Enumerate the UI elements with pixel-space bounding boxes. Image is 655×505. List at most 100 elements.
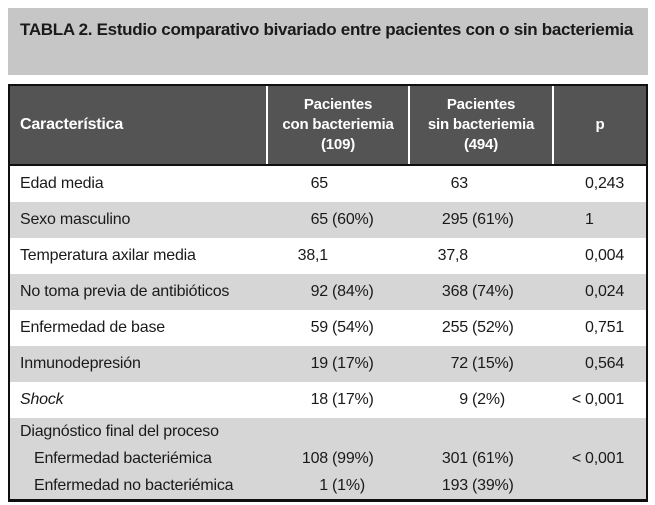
cell-sin-bacteriemia: 63 [408, 166, 552, 202]
cell-caracteristica: Temperatura axilar media [10, 238, 266, 274]
value-con-number: 1 [319, 476, 328, 494]
value-con-percent: (17%) [332, 355, 374, 372]
cell-sin-bacteriemia: 255 (52%) [408, 310, 552, 346]
value-con-number: 38,1 [297, 247, 329, 264]
row-label: Edad media [20, 175, 104, 192]
value-sin-number: 295 [441, 211, 468, 228]
cell-caracteristica: Shock [10, 382, 266, 418]
cell-con-bacteriemia [266, 418, 408, 445]
value-sin-number: 72 [450, 355, 469, 372]
row-label: Sexo masculino [20, 211, 131, 228]
p-prefix: < [571, 391, 581, 408]
cell-con-bacteriemia: 19 (17%) [266, 346, 408, 382]
cell-sin-bacteriemia: 368 (74%) [408, 274, 552, 310]
cell-con-bacteriemia: 65 [266, 166, 408, 202]
table-header-row: Característica Pacientes con bacteriemia… [10, 86, 646, 166]
value-con-number: 65 [310, 175, 329, 192]
table-row: Shock 18 (17%) 9 (2%) <0,001 [10, 382, 646, 418]
cell-p: <0,001 [552, 445, 646, 472]
column-header-con-bacteriemia: Pacientes con bacteriemia (109) [266, 86, 408, 164]
value-sin-percent: (52%) [472, 319, 514, 336]
table-title: TABLA 2. Estudio comparativo bivariado e… [8, 8, 648, 75]
cell-caracteristica: Inmunodepresión [10, 346, 266, 382]
value-sin-number: 301 [441, 449, 468, 467]
row-label: Enfermedad bacteriémica [34, 449, 212, 467]
cell-sin-bacteriemia: 301 (61%) [408, 445, 552, 472]
cell-sin-bacteriemia: 9 (2%) [408, 382, 552, 418]
cell-con-bacteriemia: 1 (1%) [266, 472, 408, 499]
cell-con-bacteriemia: 38,1 [266, 238, 408, 274]
cell-caracteristica: Enfermedad de base [10, 310, 266, 346]
table-row: Edad media 65 63 0,243 [10, 166, 646, 202]
table-row: Enfermedad no bacteriémica 1 (1%) 193 (39%… [10, 472, 646, 499]
cell-p: 0,751 [552, 310, 646, 346]
value-sin-percent: (74%) [472, 283, 514, 300]
cell-p [552, 472, 646, 499]
p-value: 0,024 [585, 283, 625, 300]
row-label: Diagnóstico final del proceso [20, 422, 219, 440]
value-con-number: 108 [301, 449, 328, 467]
cell-caracteristica: Enfermedad no bacteriémica [10, 472, 266, 499]
value-sin-percent: (15%) [472, 355, 514, 372]
p-value: 0,004 [585, 247, 625, 264]
table-body: Edad media 65 63 0,243 Sexo masculino 65… [10, 166, 646, 499]
cell-caracteristica: Diagnóstico final del proceso [10, 418, 266, 445]
value-sin-number: 63 [450, 175, 469, 192]
value-con-percent: (17%) [332, 391, 374, 408]
value-con-percent: (60%) [332, 211, 374, 228]
value-sin-number: 37,8 [437, 247, 469, 264]
cell-sin-bacteriemia [408, 418, 552, 445]
cell-p: 0,243 [552, 166, 646, 202]
value-con-number: 65 [310, 211, 329, 228]
cell-con-bacteriemia: 59 (54%) [266, 310, 408, 346]
column-header-caracteristica: Característica [20, 116, 124, 133]
comparative-table: Característica Pacientes con bacteriemia… [8, 84, 648, 502]
cell-sin-bacteriemia: 72 (15%) [408, 346, 552, 382]
p-value: 0,564 [585, 355, 625, 372]
row-label: Temperatura axilar media [20, 247, 196, 264]
cell-caracteristica: No toma previa de antibióticos [10, 274, 266, 310]
p-value: 0,001 [585, 449, 625, 467]
value-con-percent: (84%) [332, 283, 374, 300]
value-sin-percent: (39%) [472, 476, 514, 494]
p-value: 1 [585, 211, 594, 228]
cell-p: 1 [552, 202, 646, 238]
cell-p: 0,564 [552, 346, 646, 382]
row-label: Enfermedad no bacteriémica [34, 476, 234, 494]
cell-caracteristica: Enfermedad bacteriémica [10, 445, 266, 472]
cell-sin-bacteriemia: 37,8 [408, 238, 552, 274]
cell-con-bacteriemia: 65 (60%) [266, 202, 408, 238]
cell-p: 0,004 [552, 238, 646, 274]
value-con-percent: (54%) [332, 319, 374, 336]
value-con-percent: (1%) [332, 476, 365, 494]
value-sin-number: 368 [441, 283, 468, 300]
value-sin-percent: (61%) [472, 211, 514, 228]
column-header-sin-bacteriemia: Pacientes sin bacteriemia (494) [408, 86, 552, 164]
value-sin-number: 193 [441, 476, 468, 494]
p-prefix: < [571, 449, 581, 467]
p-value: 0,001 [585, 391, 625, 408]
cell-con-bacteriemia: 92 (84%) [266, 274, 408, 310]
column-header-p: p [552, 86, 646, 164]
cell-caracteristica: Sexo masculino [10, 202, 266, 238]
value-sin-number: 255 [441, 319, 468, 336]
row-label: No toma previa de antibióticos [20, 283, 230, 300]
cell-p [552, 418, 646, 445]
p-value: 0,243 [585, 175, 625, 192]
value-con-number: 19 [310, 355, 329, 372]
row-label: Enfermedad de base [20, 319, 165, 336]
cell-con-bacteriemia: 108 (99%) [266, 445, 408, 472]
table-row: Enfermedad de base 59 (54%) 255 (52%) 0,75… [10, 310, 646, 346]
value-sin-percent: (2%) [472, 391, 505, 408]
table-row: Enfermedad bacteriémica 108 (99%) 301 (61%… [10, 445, 646, 472]
row-label: Inmunodepresión [20, 355, 141, 372]
cell-p: 0,024 [552, 274, 646, 310]
value-con-number: 92 [310, 283, 329, 300]
value-con-percent: (99%) [332, 449, 374, 467]
value-con-number: 59 [310, 319, 329, 336]
table-row: Inmunodepresión 19 (17%) 72 (15%) 0,564 [10, 346, 646, 382]
cell-con-bacteriemia: 18 (17%) [266, 382, 408, 418]
table-row: Temperatura axilar media 38,1 37,8 0,004 [10, 238, 646, 274]
table-row: Sexo masculino 65 (60%) 295 (61%) 1 [10, 202, 646, 238]
